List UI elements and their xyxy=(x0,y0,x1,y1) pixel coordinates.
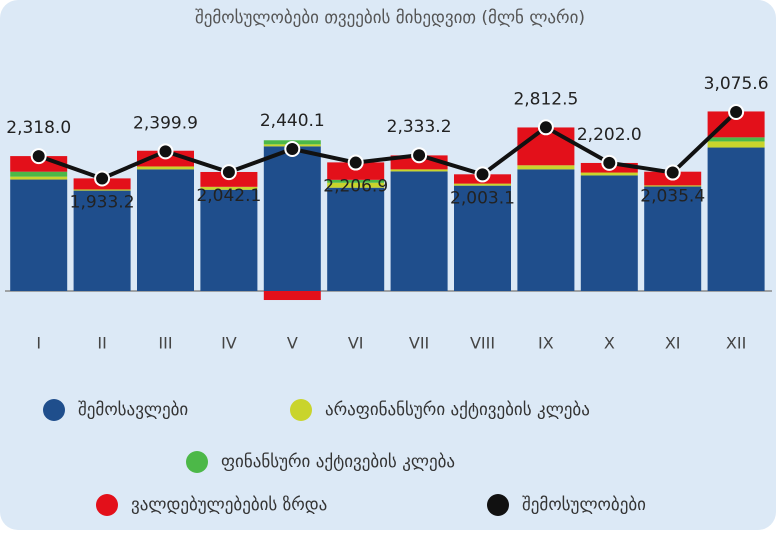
line-point xyxy=(411,147,428,164)
x-tick-label: V xyxy=(287,334,298,353)
x-tick-label: XII xyxy=(726,334,746,353)
data-label: 2,202.0 xyxy=(577,125,642,145)
x-tick-label: X xyxy=(604,334,615,353)
bar-segment xyxy=(327,162,385,180)
legend-marker xyxy=(186,451,208,473)
bar-segment xyxy=(200,189,258,291)
bar-segment xyxy=(390,169,448,172)
bar-segment xyxy=(454,185,511,291)
bar-segment xyxy=(137,169,194,291)
bar-segment xyxy=(327,179,385,183)
legend-marker xyxy=(96,494,118,516)
bar-segment xyxy=(10,176,68,180)
data-label: 3,075.6 xyxy=(704,74,769,94)
bar-segment xyxy=(707,137,765,142)
bar-segment xyxy=(200,186,258,190)
legend-label: შემოსულობები xyxy=(522,495,646,515)
bar-segment xyxy=(644,186,702,291)
line-point xyxy=(347,154,364,171)
line-point xyxy=(94,170,111,187)
line-point xyxy=(537,119,554,136)
line-point xyxy=(664,164,681,181)
line-point xyxy=(474,166,491,183)
line xyxy=(38,110,738,181)
legend-marker xyxy=(487,494,509,516)
bar-segment xyxy=(327,182,385,188)
data-label: 2,399.9 xyxy=(133,113,198,133)
legend-label: არაფინანსური აქტივების კლება xyxy=(325,400,590,420)
bar-segment xyxy=(454,183,511,186)
legend-label: ფინანსური აქტივების კლება xyxy=(221,452,455,472)
x-tick-label: II xyxy=(97,334,106,353)
bar-segment xyxy=(580,172,638,176)
bar-segment xyxy=(73,189,131,191)
x-tick-label: VI xyxy=(348,334,364,353)
line-point xyxy=(284,140,301,157)
line-point xyxy=(220,164,237,181)
data-label: 1,933.2 xyxy=(70,192,135,212)
x-tick-label: I xyxy=(36,334,41,353)
line-point xyxy=(728,104,745,120)
line-point xyxy=(30,148,47,165)
data-label: 2,042.1 xyxy=(196,186,261,206)
x-tick-label: IX xyxy=(538,334,554,353)
legend-marker xyxy=(43,399,65,421)
x-tick-label: IV xyxy=(221,334,237,353)
bar-segment xyxy=(327,187,385,291)
bar-segment xyxy=(137,166,194,170)
bar-segment xyxy=(580,175,638,291)
data-label: 2,035.4 xyxy=(640,187,705,207)
data-label: 2,812.5 xyxy=(513,89,578,109)
bar-segment xyxy=(707,147,765,291)
line-point xyxy=(157,143,174,160)
bar-segment xyxy=(10,171,68,177)
bar-segment xyxy=(10,179,68,291)
bar-segment xyxy=(707,141,765,148)
data-label: 2,333.2 xyxy=(387,117,452,137)
x-tick-label: XI xyxy=(665,334,681,353)
data-label: 2,440.1 xyxy=(260,111,325,131)
bar-segment xyxy=(644,185,702,187)
bar-segment xyxy=(517,165,575,170)
line-point xyxy=(601,154,618,171)
bar-segment xyxy=(73,190,131,291)
legend-marker xyxy=(290,399,312,421)
bar-segment xyxy=(263,146,321,291)
chart-title: შემოსულობები თვეების მიხედვით (მლნ ლარი) xyxy=(195,8,585,28)
legend-label: ვალდებულებების ზრდა xyxy=(131,495,327,515)
legend-label: შემოსავლები xyxy=(78,400,188,420)
bar-segment xyxy=(263,291,321,301)
x-tick-label: VIII xyxy=(470,334,495,353)
data-label: 2,003.1 xyxy=(450,188,515,208)
x-tick-label: VII xyxy=(409,334,429,353)
data-label: 2,206.9 xyxy=(323,177,388,197)
x-tick-label: III xyxy=(158,334,172,353)
bar-segment xyxy=(517,169,575,291)
data-label: 2,318.0 xyxy=(6,118,71,138)
bar-segment xyxy=(390,171,448,291)
